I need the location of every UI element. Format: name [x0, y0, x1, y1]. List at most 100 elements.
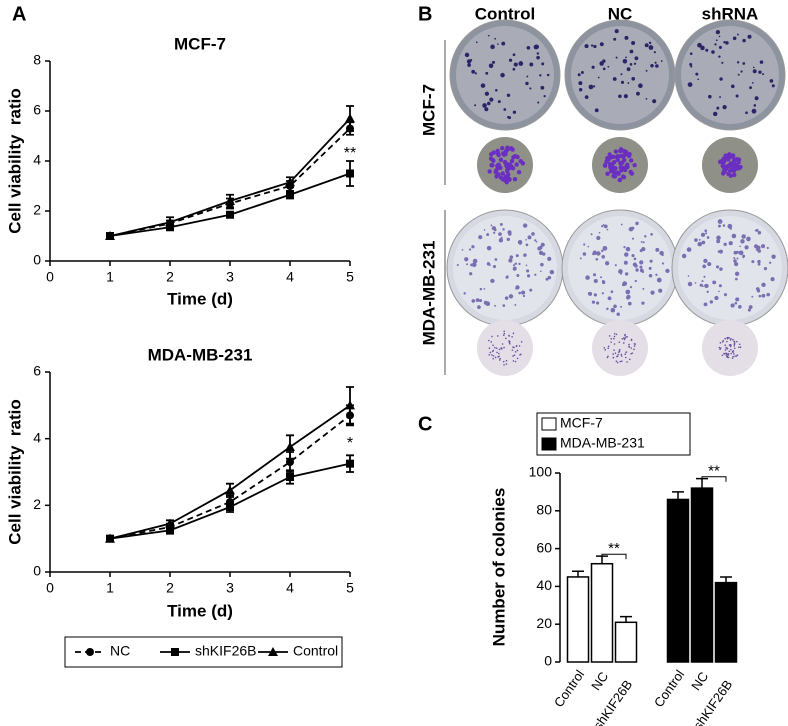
- colony-zoom: [515, 154, 520, 160]
- bar: [566, 576, 590, 663]
- colony-zoom: [723, 352, 725, 355]
- colony-zoom: [726, 340, 728, 343]
- colony-zoom: [721, 341, 724, 343]
- marker: [346, 459, 354, 468]
- colony: [740, 70, 743, 73]
- colony-zoom: [613, 335, 616, 338]
- colony: [698, 238, 701, 241]
- y-tick-label: 20: [536, 615, 552, 631]
- colony: [547, 256, 552, 262]
- colony: [591, 300, 596, 304]
- colony-zoom: [615, 360, 618, 362]
- colony: [579, 257, 582, 260]
- colony-zoom: [488, 339, 490, 342]
- colony: [610, 307, 616, 313]
- colony: [761, 293, 766, 298]
- colony: [650, 233, 653, 236]
- colony-zoom: [491, 354, 493, 356]
- colony: [639, 260, 644, 265]
- colony: [719, 96, 721, 99]
- colony: [502, 228, 505, 231]
- colony-zoom: [726, 171, 731, 177]
- colony: [711, 50, 715, 54]
- colony: [498, 232, 502, 236]
- colony: [709, 300, 714, 304]
- colony-zoom: [511, 349, 514, 351]
- marker: [165, 217, 175, 227]
- panel-label: B: [418, 3, 432, 25]
- colony: [723, 41, 726, 44]
- significance: **: [344, 145, 356, 162]
- colony: [456, 263, 459, 267]
- colony: [587, 245, 590, 248]
- colony: [588, 84, 594, 90]
- chart-title: MCF-7: [174, 34, 226, 53]
- colony: [629, 285, 633, 289]
- colony: [577, 73, 581, 77]
- colony: [477, 305, 481, 310]
- colony: [730, 303, 735, 308]
- colony-zoom: [624, 353, 626, 356]
- colony: [581, 71, 584, 74]
- colony: [463, 292, 466, 295]
- colony: [478, 235, 483, 240]
- colony: [742, 254, 746, 258]
- colony: [486, 245, 492, 251]
- colony: [737, 33, 739, 36]
- x-tick-label: 1: [106, 580, 114, 596]
- colony: [729, 227, 732, 230]
- column-label: shRNA: [702, 4, 759, 23]
- colony: [755, 287, 760, 291]
- colony: [612, 77, 617, 81]
- colony-zoom: [626, 336, 628, 338]
- colony: [529, 87, 532, 90]
- colony-zoom: [623, 338, 626, 341]
- colony: [595, 257, 599, 261]
- colony: [716, 235, 721, 241]
- colony-zoom: [615, 157, 620, 163]
- series-line: [109, 127, 351, 237]
- colony: [512, 110, 517, 114]
- colony: [461, 249, 464, 251]
- colony-zoom: [731, 350, 734, 353]
- colony: [536, 52, 540, 55]
- colony: [493, 231, 496, 234]
- zoom: [592, 320, 648, 376]
- colony: [754, 229, 757, 232]
- colony: [725, 41, 729, 45]
- colony: [484, 107, 489, 112]
- colony-zoom: [718, 346, 721, 349]
- colony: [656, 277, 662, 283]
- error-bar: [572, 570, 584, 584]
- legend-label: shKIF26B: [195, 643, 256, 659]
- colony-zoom: [727, 356, 730, 359]
- colony: [631, 253, 635, 258]
- colony-zoom: [622, 157, 627, 163]
- colony: [623, 260, 628, 265]
- colony: [757, 262, 761, 266]
- colony: [516, 274, 520, 278]
- row-label: MDA-MB-231: [419, 241, 438, 346]
- colony-zoom: [729, 345, 732, 348]
- colony-zoom: [611, 173, 616, 179]
- colony: [699, 283, 703, 287]
- colony-zoom: [626, 153, 632, 159]
- colony-zoom: [633, 348, 635, 351]
- colony: [703, 302, 708, 307]
- colony: [616, 312, 620, 316]
- line-chart: MDA-MB-231 Time (d) Cell viability ratio 0 2…: [5, 345, 355, 668]
- colony-zoom: [500, 145, 505, 151]
- colony: [649, 259, 653, 263]
- colony-zoom: [500, 347, 502, 349]
- marker: [226, 210, 234, 219]
- colony-zoom: [520, 341, 523, 343]
- colony: [660, 60, 663, 62]
- colony: [640, 241, 643, 243]
- colony: [503, 108, 507, 111]
- y-axis-label: Cell viability ratio: [5, 88, 24, 234]
- colony: [654, 61, 657, 64]
- colony-zoom: [489, 351, 492, 354]
- colony: [752, 69, 757, 74]
- colony-zoom: [621, 148, 627, 154]
- colony: [624, 252, 629, 257]
